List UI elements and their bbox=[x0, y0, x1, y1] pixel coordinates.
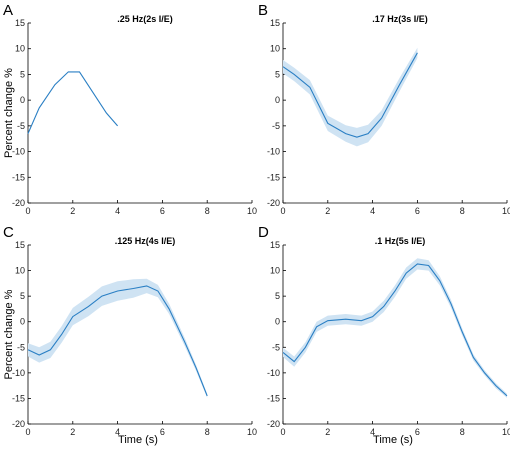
series-line bbox=[282, 263, 508, 397]
x-tick-label: 10 bbox=[502, 427, 510, 437]
x-tick-label: 0 bbox=[25, 427, 30, 437]
y-tick-label: -20 bbox=[267, 419, 280, 429]
panel-letter: D bbox=[258, 224, 269, 241]
series-line bbox=[27, 285, 208, 397]
x-axis-label: Time (s) bbox=[373, 434, 413, 446]
x-tick-label: 2 bbox=[70, 427, 75, 437]
y-tick-label: 10 bbox=[15, 266, 25, 276]
x-axis-label: Time (s) bbox=[118, 434, 158, 446]
y-tick-label: 0 bbox=[275, 317, 280, 327]
y-tick-label: 0 bbox=[20, 317, 25, 327]
x-tick-label: 4 bbox=[370, 206, 375, 216]
panel-letter: C bbox=[3, 224, 14, 241]
panel-title: .125 Hz(4s I/E) bbox=[115, 236, 176, 246]
y-tick-label: 10 bbox=[270, 44, 280, 54]
x-tick-label: 10 bbox=[247, 427, 257, 437]
y-tick-label: 5 bbox=[275, 69, 280, 79]
panel-letter: A bbox=[3, 2, 13, 19]
x-tick-label: 4 bbox=[115, 427, 120, 437]
x-tick-label: 2 bbox=[325, 427, 330, 437]
panel-title: .1 Hz(5s I/E) bbox=[375, 236, 426, 246]
y-tick-label: -15 bbox=[267, 172, 280, 182]
y-tick-label: -10 bbox=[12, 147, 25, 157]
y-tick-label: -5 bbox=[272, 121, 280, 131]
y-tick-label: -20 bbox=[267, 198, 280, 208]
x-tick-label: 2 bbox=[70, 206, 75, 216]
x-tick-label: 8 bbox=[205, 206, 210, 216]
x-tick-label: 2 bbox=[325, 206, 330, 216]
y-tick-label: 5 bbox=[275, 291, 280, 301]
y-tick-label: 0 bbox=[275, 95, 280, 105]
y-tick-label: 15 bbox=[15, 240, 25, 250]
panel-letter: B bbox=[258, 2, 268, 19]
y-tick-label: -5 bbox=[17, 121, 25, 131]
y-tick-label: 5 bbox=[20, 69, 25, 79]
x-tick-label: 0 bbox=[25, 206, 30, 216]
y-tick-label: 15 bbox=[270, 240, 280, 250]
y-tick-label: -10 bbox=[267, 368, 280, 378]
y-axis-label: Percent change % bbox=[3, 68, 15, 158]
x-tick-label: 8 bbox=[460, 206, 465, 216]
y-tick-label: -5 bbox=[272, 342, 280, 352]
x-tick-label: 0 bbox=[280, 427, 285, 437]
x-tick-label: 8 bbox=[205, 427, 210, 437]
series-line bbox=[282, 52, 418, 138]
y-tick-label: -15 bbox=[12, 172, 25, 182]
y-tick-label: 15 bbox=[270, 18, 280, 28]
y-tick-label: -20 bbox=[12, 198, 25, 208]
x-tick-label: 6 bbox=[160, 427, 165, 437]
panel-title: .25 Hz(2s I/E) bbox=[117, 14, 173, 24]
panel-title: .17 Hz(3s I/E) bbox=[372, 14, 428, 24]
y-tick-label: -15 bbox=[12, 393, 25, 403]
y-tick-label: 10 bbox=[270, 266, 280, 276]
error-band bbox=[283, 258, 507, 398]
y-tick-label: -10 bbox=[267, 147, 280, 157]
y-tick-label: 0 bbox=[20, 95, 25, 105]
error-band bbox=[283, 47, 418, 147]
x-tick-label: 6 bbox=[415, 427, 420, 437]
error-band bbox=[28, 278, 208, 398]
series-line bbox=[27, 71, 119, 134]
x-tick-label: 6 bbox=[160, 206, 165, 216]
y-tick-label: -5 bbox=[17, 342, 25, 352]
y-tick-label: -20 bbox=[12, 419, 25, 429]
x-tick-label: 4 bbox=[370, 427, 375, 437]
x-tick-label: 6 bbox=[415, 206, 420, 216]
x-tick-label: 10 bbox=[502, 206, 510, 216]
y-tick-label: 15 bbox=[15, 18, 25, 28]
x-tick-label: 10 bbox=[247, 206, 257, 216]
x-tick-label: 4 bbox=[115, 206, 120, 216]
y-tick-label: -10 bbox=[12, 368, 25, 378]
x-tick-label: 8 bbox=[460, 427, 465, 437]
y-tick-label: -15 bbox=[267, 393, 280, 403]
y-tick-label: 10 bbox=[15, 44, 25, 54]
y-tick-label: 5 bbox=[20, 291, 25, 301]
y-axis-label: Percent change % bbox=[3, 289, 15, 379]
x-tick-label: 0 bbox=[280, 206, 285, 216]
